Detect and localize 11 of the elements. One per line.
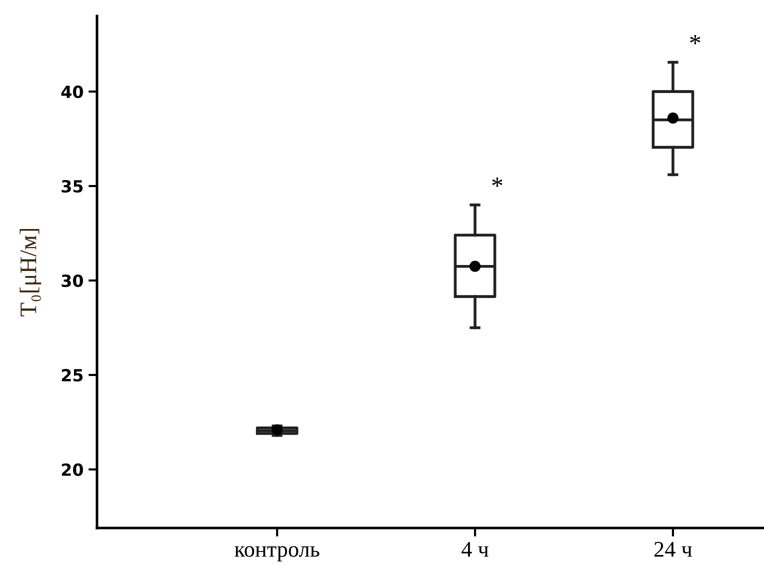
annotation: * [492,178,502,187]
x-tick-label: 24 ч [654,542,692,557]
y-tick-label: 35 [62,180,83,193]
y-tick-label: 30 [62,274,84,288]
x-tick-label: 4 ч [462,542,488,557]
y-axis-title: T₀[μН/м] [20,228,42,316]
x-tick-label: контроль [234,546,320,562]
y-tick-label: 25 [62,368,83,382]
annotation: * [690,35,700,44]
y-tick-label: 40 [61,86,84,98]
y-tick-label: 20 [62,463,84,476]
